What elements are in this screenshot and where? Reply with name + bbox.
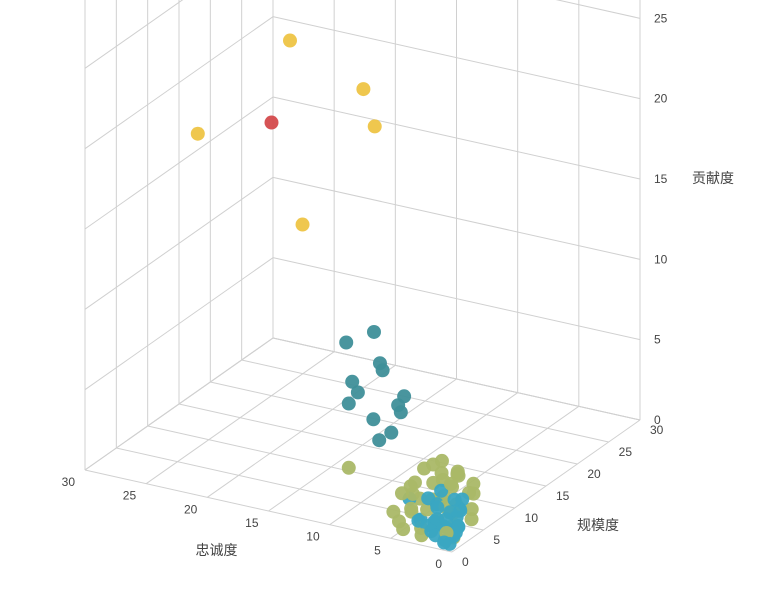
data-point [342,397,356,411]
data-point [384,426,398,440]
data-point [351,385,365,399]
y-tick-label: 0 [435,557,442,571]
data-point [444,477,458,491]
y-tick-label: 15 [245,516,259,530]
data-point [296,218,310,232]
data-point [191,127,205,141]
data-point [356,82,370,96]
x-tick-label: 20 [587,467,601,481]
z-tick-label: 5 [654,333,661,347]
y-axis-title: 忠诚度 [196,542,238,558]
data-point [430,500,444,514]
data-point [368,119,382,133]
scatter3d-chart: 051015202530051015202530051015202530规模度忠… [0,0,763,605]
data-point [465,512,479,526]
z-tick-label: 15 [654,172,668,186]
data-point [372,433,386,447]
y-tick-label: 30 [62,475,76,489]
z-tick-label: 20 [654,92,668,106]
data-point [396,522,410,536]
data-point [394,405,408,419]
data-point [397,389,411,403]
data-point [443,537,457,551]
x-tick-label: 10 [525,511,539,525]
data-point [376,363,390,377]
z-tick-label: 0 [654,413,661,427]
data-point [406,487,420,501]
x-tick-label: 0 [462,555,469,569]
y-tick-label: 25 [123,489,137,503]
y-tick-label: 5 [374,543,381,557]
x-axis-title: 规模度 [577,517,619,533]
y-tick-label: 20 [184,502,198,516]
x-tick-label: 15 [556,489,570,503]
data-point [439,512,453,526]
data-point [404,502,418,516]
data-point [339,336,353,350]
data-point [283,34,297,48]
y-tick-label: 10 [306,530,320,544]
data-point [367,325,381,339]
x-tick-label: 5 [493,533,500,547]
data-point [448,493,462,507]
z-tick-label: 10 [654,252,668,266]
data-point [342,461,356,475]
data-point [265,116,279,130]
z-axis-title: 贡献度 [692,170,734,186]
z-tick-label: 25 [654,11,668,25]
x-tick-label: 25 [619,445,633,459]
data-point [426,458,440,472]
data-point [366,412,380,426]
data-point [451,465,465,479]
